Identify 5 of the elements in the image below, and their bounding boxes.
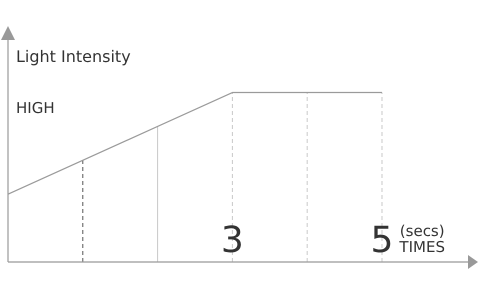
annotation: HIGH <box>16 99 55 117</box>
x-tick-label: 5 <box>370 220 394 261</box>
x-tick-label: 3 <box>220 220 244 261</box>
x-axis-title: (secs) TIMES <box>398 222 445 256</box>
y-axis-title: Light Intensity <box>16 47 131 66</box>
